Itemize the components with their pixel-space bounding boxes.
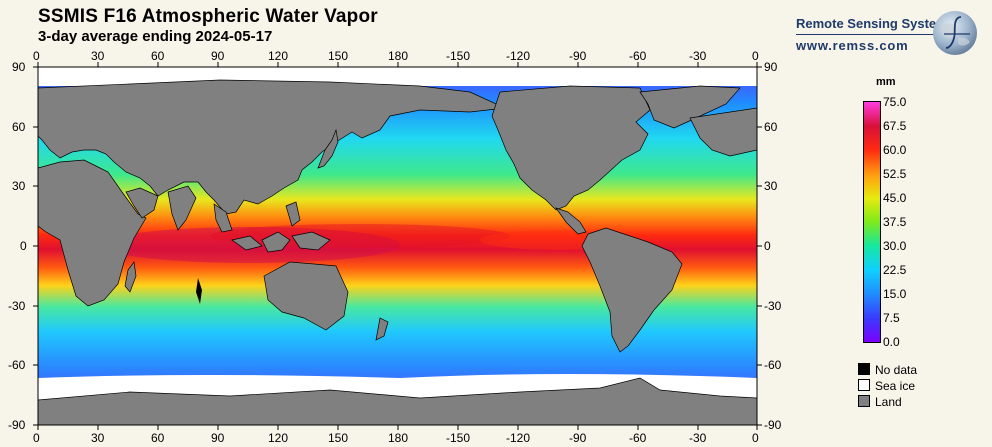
colorbar-label: 52.5 [883,167,907,181]
lat-tick-right-neg30: -30 [764,299,782,313]
lon-tick-bottom-90: 90 [211,431,225,445]
lon-tick-top-neg120: -120 [506,49,531,63]
colorbar-label: 15.0 [883,287,907,301]
legend-land: Land [858,395,902,409]
legend-label-land: Land [875,395,902,409]
lat-tick-left-neg90: -90 [8,418,26,432]
lon-tick-bottom-180: 180 [388,431,409,445]
colorbar-unit: mm [876,76,896,88]
lat-tick-left-0: 0 [20,239,27,253]
lon-tick-top-neg150: -150 [446,49,471,63]
colorbar-label: 30.0 [883,239,907,253]
lon-tick-top-180: 180 [388,49,409,63]
legend-swatch-no-data [858,363,870,375]
brand-url: www.remss.com [796,38,909,53]
lat-tick-left-60: 60 [12,120,26,134]
lon-tick-bottom-neg150: -150 [446,431,471,445]
colorbar-label: 67.5 [883,119,907,133]
lon-tick-bottom-neg60: -60 [629,431,647,445]
lon-tick-bottom-0: 0 [33,431,40,445]
lon-tick-top-neg30: -30 [689,49,707,63]
chart-subtitle: 3-day average ending 2024-05-17 [38,28,273,45]
lon-tick-top-0-east: 0 [752,49,759,63]
colorbar-label: 0.0 [883,335,900,349]
globe-logo-icon [933,11,977,55]
lon-tick-top-0: 0 [33,49,40,63]
lon-tick-top-60: 60 [151,49,165,63]
legend-label-no-data: No data [875,363,918,377]
lon-tick-bottom-neg120: -120 [506,431,531,445]
lon-tick-bottom-neg90: -90 [569,431,587,445]
lon-tick-top-150: 150 [328,49,349,63]
lon-tick-bottom-120: 120 [268,431,289,445]
brand-divider [796,34,964,35]
lat-tick-right-0: 0 [764,239,771,253]
lat-tick-right-neg60: -60 [764,358,782,372]
lon-tick-bottom-30: 30 [91,431,105,445]
colorbar-label: 22.5 [883,263,907,277]
map-tick-marks [33,62,762,430]
lat-tick-right-30: 30 [764,179,778,193]
chart-title: SSMIS F16 Atmospheric Water Vapor [38,6,378,27]
lon-tick-bottom-60: 60 [151,431,165,445]
lon-tick-top-90: 90 [211,49,225,63]
lat-tick-right-90: 90 [764,60,778,74]
lon-tick-top-120: 120 [268,49,289,63]
lat-tick-left-neg30: -30 [8,299,26,313]
legend-label-sea-ice: Sea ice [875,379,916,393]
legend-swatch-land [858,395,870,407]
legend-swatch-sea-ice [858,379,870,391]
colorbar-label: 60.0 [883,143,907,157]
no-data-swath-gap [196,278,202,304]
legend-sea-ice: Sea ice [858,379,915,393]
lon-tick-top-30: 30 [91,49,105,63]
lat-tick-left-neg60: -60 [8,358,26,372]
colorbar-label: 75.0 [883,95,907,109]
colorbar-label: 45.0 [883,191,907,205]
colorbar-label: 37.5 [883,215,907,229]
lat-tick-right-neg90: -90 [764,418,782,432]
colorbar-label: 7.5 [883,311,900,325]
lat-tick-left-90: 90 [12,60,26,74]
lon-tick-bottom-150: 150 [328,431,349,445]
lon-tick-bottom-neg30: -30 [689,431,707,445]
lat-tick-right-60: 60 [764,120,778,134]
legend-no-data: No data [858,363,917,377]
colorbar [863,101,881,343]
brand-name: Remote Sensing Systems [796,16,955,31]
lon-tick-top-neg60: -60 [629,49,647,63]
lat-tick-left-30: 30 [12,179,26,193]
lon-tick-top-neg90: -90 [569,49,587,63]
lon-tick-bottom-0-east: 0 [752,431,759,445]
land-masses [38,79,757,425]
